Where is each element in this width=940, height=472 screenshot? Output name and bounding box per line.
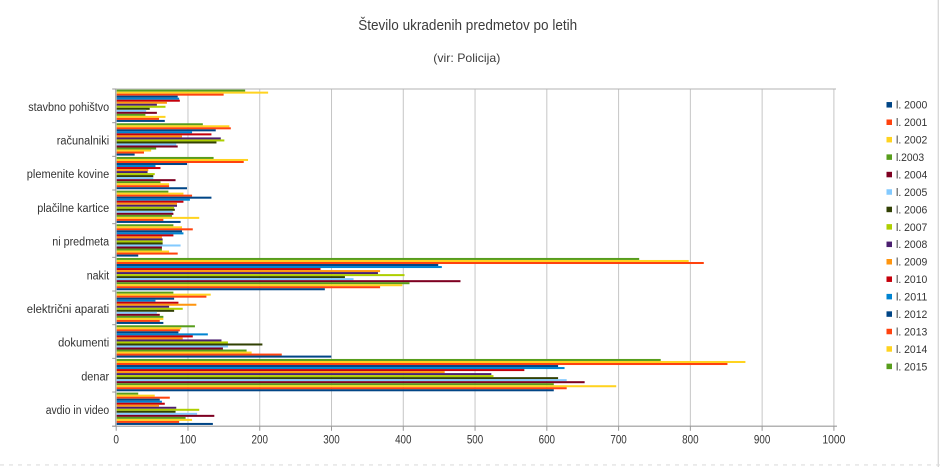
svg-text:(vir: Policija): (vir: Policija) — [433, 51, 500, 65]
svg-text:avdio in video: avdio in video — [46, 405, 110, 417]
svg-text:800: 800 — [682, 435, 698, 447]
svg-text:l.2003: l.2003 — [896, 152, 924, 164]
svg-text:l. 2006: l. 2006 — [896, 204, 927, 216]
svg-text:l. 2009: l. 2009 — [896, 257, 927, 269]
svg-text:računalniki: računalniki — [57, 136, 110, 148]
svg-text:900: 900 — [754, 435, 770, 447]
svg-text:l. 2007: l. 2007 — [896, 222, 927, 234]
svg-text:700: 700 — [610, 435, 626, 447]
svg-text:dokumenti: dokumenti — [58, 338, 109, 350]
svg-text:električni aparati: električni aparati — [27, 304, 109, 316]
svg-text:ni predmeta: ni predmeta — [52, 237, 110, 249]
svg-text:l. 2002: l. 2002 — [896, 135, 927, 147]
svg-text:l. 2015: l. 2015 — [896, 361, 927, 373]
svg-text:plemenite kovine: plemenite kovine — [27, 169, 109, 181]
svg-text:l. 2004: l. 2004 — [896, 169, 927, 181]
svg-text:100: 100 — [180, 435, 196, 447]
svg-text:500: 500 — [467, 435, 483, 447]
svg-text:l. 2014: l. 2014 — [896, 344, 927, 356]
svg-text:300: 300 — [323, 435, 339, 447]
svg-text:200: 200 — [252, 435, 268, 447]
svg-text:0: 0 — [113, 435, 119, 447]
svg-text:l. 2000: l. 2000 — [896, 100, 927, 112]
svg-text:Število ukradenih predmetov po: Število ukradenih predmetov po letih — [358, 17, 577, 34]
svg-text:l. 2001: l. 2001 — [896, 117, 927, 129]
svg-text:l. 2012: l. 2012 — [896, 309, 927, 321]
svg-text:nakit: nakit — [87, 270, 110, 282]
svg-text:l. 2011: l. 2011 — [896, 292, 927, 304]
svg-text:l. 2005: l. 2005 — [896, 187, 927, 199]
svg-text:l. 2013: l. 2013 — [896, 326, 927, 338]
svg-text:stavbno pohištvo: stavbno pohištvo — [28, 102, 109, 114]
svg-text:plačilne kartice: plačilne kartice — [37, 203, 109, 215]
svg-text:l. 2008: l. 2008 — [896, 239, 927, 251]
svg-text:600: 600 — [539, 435, 555, 447]
svg-text:denar: denar — [81, 371, 109, 383]
svg-text:l. 2010: l. 2010 — [896, 274, 927, 286]
svg-text:400: 400 — [395, 435, 411, 447]
svg-text:1000: 1000 — [822, 435, 845, 447]
